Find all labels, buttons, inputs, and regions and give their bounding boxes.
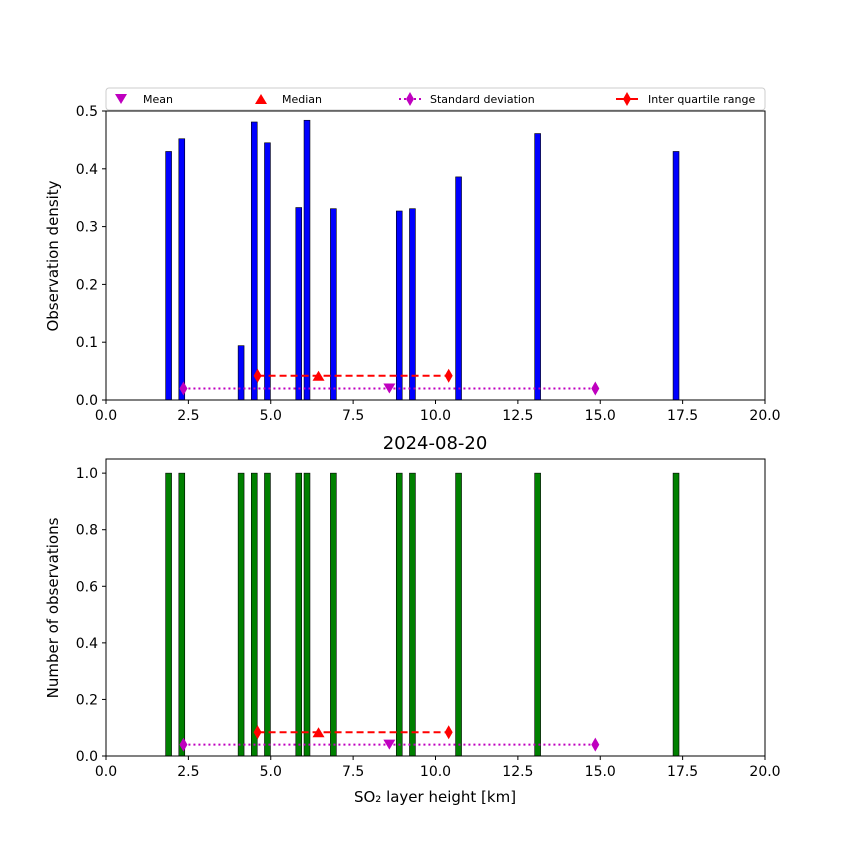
legend: Mean Median Standard deviation Inter qua… [105, 87, 766, 111]
count-x-tick-label: 17.5 [667, 764, 698, 780]
density-std-max-marker [591, 381, 600, 396]
density-median-marker [312, 370, 325, 381]
density-bar [251, 121, 258, 401]
density-mean-marker [383, 383, 396, 394]
density-x-ticks: 0.0 2.5 5.0 7.5 10.0 12.5 15.0 17.5 20.0 [95, 400, 781, 424]
count-x-label: SO₂ layer height [km] [354, 788, 516, 806]
density-y-ticks: 0.0 0.1 0.2 0.3 0.4 0.5 [76, 104, 106, 409]
density-bar [534, 133, 541, 401]
density-iqr-q1-marker [253, 368, 262, 383]
count-bar [295, 472, 303, 757]
density-stats [179, 368, 600, 396]
count-x-tick-label: 10.0 [420, 764, 451, 780]
density-panel: 0.0 2.5 5.0 7.5 10.0 12.5 15.0 17.5 20.0 0.00.10… [44, 104, 781, 424]
density-y-label: Observation density [44, 180, 62, 331]
density-y-tick-label: 0.2 [76, 277, 98, 293]
density-y-tick-label: 0.5 [76, 104, 98, 120]
count-std-max-marker [591, 737, 600, 752]
density-bar [178, 138, 186, 401]
count-x-tick-label: 0.0 [95, 764, 117, 780]
count-x-tick-label: 15.0 [585, 764, 616, 780]
legend-item-iqr: Inter quartile range [616, 92, 755, 106]
count-bars [165, 472, 680, 757]
density-y-tick-label: 0.4 [76, 162, 98, 178]
count-bar [534, 472, 541, 757]
count-axes-frame [105, 458, 766, 757]
count-stats [179, 725, 600, 752]
density-std-min-marker [179, 381, 188, 396]
density-bars [165, 119, 680, 401]
count-bar [672, 472, 680, 757]
legend-label-std: Standard deviation [430, 93, 535, 106]
density-x-tick-label: 7.5 [342, 408, 364, 424]
count-std-min-marker [179, 737, 188, 752]
count-bar [178, 472, 186, 757]
count-median-marker [312, 727, 325, 738]
density-bar [395, 210, 403, 401]
density-bar [409, 208, 416, 401]
count-x-tick-label: 2.5 [177, 764, 199, 780]
count-x-tick-label: 7.5 [342, 764, 364, 780]
density-bar [237, 345, 245, 401]
count-x-tick-label: 20.0 [749, 764, 780, 780]
legend-item-median: Median [255, 93, 322, 106]
count-bar [455, 472, 462, 757]
count-y-tick-label: 0.4 [76, 636, 98, 652]
count-bar [251, 472, 258, 757]
iqr-diamond-icon [623, 92, 631, 106]
count-y-tick-label: 1.0 [76, 466, 98, 482]
count-bar [303, 472, 311, 757]
density-x-tick-label: 10.0 [420, 408, 451, 424]
median-triangle-up-icon [255, 94, 267, 104]
count-y-label: Number of observations [44, 517, 62, 698]
count-bar [330, 472, 337, 757]
density-x-tick-label: 17.5 [667, 408, 698, 424]
count-mean-marker [383, 739, 396, 750]
count-y-tick-label: 0.8 [76, 523, 98, 539]
density-bar [165, 151, 172, 401]
count-y-ticks: 0.0 0.2 0.4 0.6 0.8 1.0 [76, 466, 106, 765]
density-bar [672, 151, 680, 401]
count-x-tick-label: 12.5 [502, 764, 533, 780]
count-bar [264, 472, 271, 757]
count-bar [409, 472, 416, 757]
count-y-tick-label: 0.2 [76, 692, 98, 708]
legend-frame [105, 87, 766, 111]
legend-item-mean: Mean [115, 93, 173, 106]
count-x-tick-label: 5.0 [260, 764, 282, 780]
legend-label-mean: Mean [143, 93, 173, 106]
count-x-ticks: 0.0 2.5 5.0 7.5 10.0 12.5 15.0 17.5 20.0 [95, 756, 781, 780]
density-y-tick-label: 0.0 [76, 393, 98, 409]
std-diamond-icon [406, 92, 414, 106]
density-x-tick-label: 20.0 [749, 408, 780, 424]
density-bar [295, 207, 303, 401]
count-y-tick-label: 0.0 [76, 749, 98, 765]
density-x-tick-label: 5.0 [260, 408, 282, 424]
count-y-tick-label: 0.6 [76, 579, 98, 595]
count-bar [395, 472, 403, 757]
density-iqr-q3-marker [444, 368, 453, 383]
density-y-tick-label: 0.3 [76, 220, 98, 236]
count-bar [237, 472, 245, 757]
density-bar [264, 142, 271, 401]
count-iqr-q1-marker [253, 725, 262, 740]
count-panel: 2024-08-20 0.0 2.5 5.0 7.5 10.0 12.5 15.0 17.5 2… [44, 433, 781, 806]
legend-item-std: Standard deviation [399, 92, 535, 106]
density-x-tick-label: 2.5 [177, 408, 199, 424]
legend-label-iqr: Inter quartile range [648, 93, 755, 106]
density-axes-frame [105, 110, 766, 401]
count-title: 2024-08-20 [383, 433, 488, 454]
density-bar [330, 208, 337, 401]
density-bar [455, 176, 462, 401]
count-bar [165, 472, 172, 757]
mean-triangle-down-icon [115, 94, 127, 104]
density-x-tick-label: 0.0 [95, 408, 117, 424]
density-bar [303, 119, 311, 401]
density-x-tick-label: 15.0 [585, 408, 616, 424]
density-x-tick-label: 12.5 [502, 408, 533, 424]
density-y-tick-label: 0.1 [76, 335, 98, 351]
legend-label-median: Median [282, 93, 322, 106]
count-iqr-q3-marker [444, 725, 453, 740]
